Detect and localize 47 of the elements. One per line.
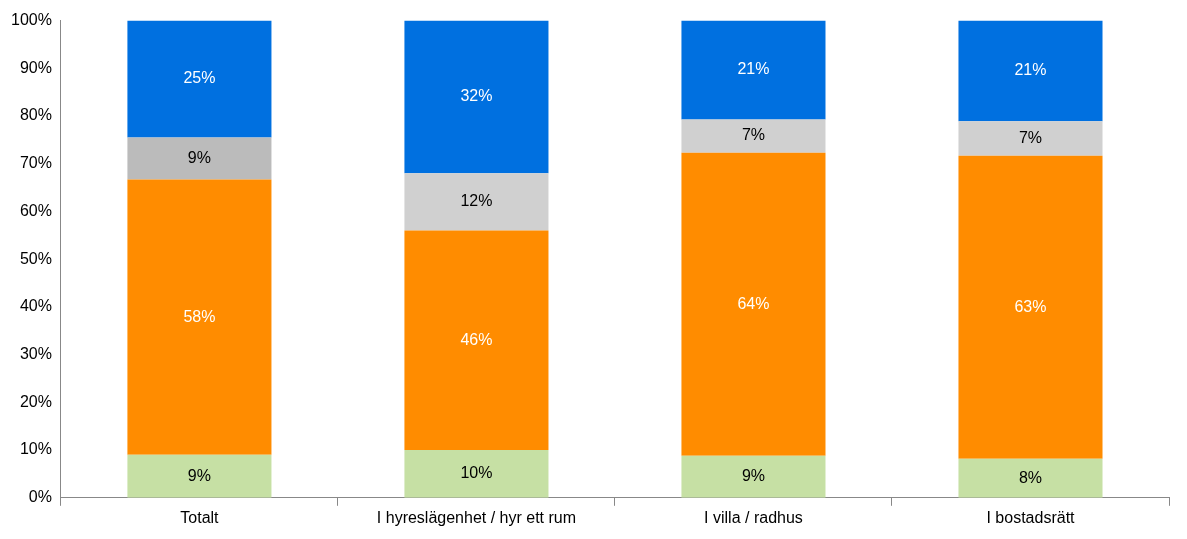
bar: [404, 230, 549, 451]
y-tick-label: 100%: [11, 11, 52, 29]
data-label: 21%: [737, 60, 770, 78]
bar: [681, 119, 826, 153]
data-label: 63%: [1014, 297, 1047, 315]
bar: [958, 458, 1103, 498]
bar: [681, 20, 826, 120]
data-label: 9%: [187, 466, 211, 484]
data-label: 10%: [460, 464, 493, 482]
y-tick-label: 70%: [19, 154, 52, 172]
data-label: 9%: [187, 148, 211, 166]
bar: [958, 20, 1103, 122]
x-tick-label: I villa / radhus: [704, 508, 803, 526]
bar: [681, 455, 826, 498]
bar: [958, 121, 1103, 156]
data-label: 12%: [460, 192, 493, 210]
bar: [681, 152, 826, 456]
bar: [404, 450, 549, 498]
y-tick-label: 0%: [28, 488, 52, 506]
data-label: 7%: [1018, 128, 1043, 146]
bar: [127, 137, 272, 180]
data-label: 32%: [460, 87, 493, 105]
y-tick-label: 20%: [19, 392, 52, 410]
bar: [404, 20, 549, 174]
x-tick-label: I hyreslägenhet / hyr ett rum: [376, 508, 577, 526]
data-label: 46%: [460, 330, 493, 348]
data-label: 21%: [1014, 61, 1047, 79]
bar: [958, 155, 1103, 459]
data-label: 8%: [1018, 468, 1043, 486]
y-tick-label: 50%: [19, 249, 52, 267]
data-label: 58%: [183, 307, 216, 325]
data-label: 9%: [741, 467, 766, 485]
bar: [127, 454, 272, 498]
bar: [127, 20, 272, 138]
y-tick-label: 90%: [19, 58, 52, 76]
bar: [404, 173, 549, 231]
x-tick-label: Totalt: [180, 508, 220, 526]
data-label: 64%: [737, 294, 770, 312]
y-tick-label: 60%: [19, 201, 52, 219]
data-label: 25%: [183, 69, 216, 87]
y-tick-label: 10%: [19, 440, 52, 458]
data-label: 7%: [741, 126, 766, 144]
x-tick-label: I bostadsrätt: [986, 508, 1076, 526]
y-tick-label: 30%: [19, 345, 52, 363]
bar: [127, 179, 272, 455]
y-tick-label: 80%: [19, 106, 52, 124]
y-tick-label: 40%: [19, 297, 52, 315]
